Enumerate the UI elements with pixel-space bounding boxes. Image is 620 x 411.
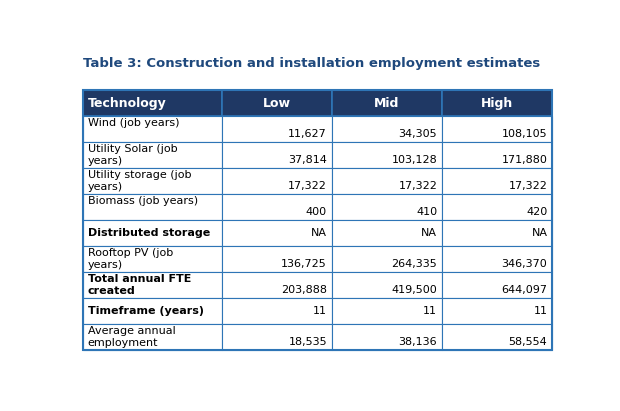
Bar bbox=[332, 142, 442, 169]
Bar bbox=[221, 324, 332, 350]
Text: NA: NA bbox=[421, 228, 437, 238]
Bar bbox=[332, 324, 442, 350]
Text: Total annual FTE
created: Total annual FTE created bbox=[87, 274, 191, 296]
Text: 58,554: 58,554 bbox=[508, 337, 547, 347]
Bar bbox=[442, 142, 552, 169]
Bar bbox=[221, 142, 332, 169]
Text: 38,136: 38,136 bbox=[399, 337, 437, 347]
Text: Technology: Technology bbox=[88, 97, 167, 110]
Text: 644,097: 644,097 bbox=[502, 285, 547, 295]
Text: 18,535: 18,535 bbox=[288, 337, 327, 347]
Text: 11: 11 bbox=[533, 306, 547, 316]
Text: 11: 11 bbox=[313, 306, 327, 316]
Text: 103,128: 103,128 bbox=[391, 155, 437, 165]
Bar bbox=[221, 194, 332, 220]
Bar bbox=[83, 169, 221, 194]
Bar bbox=[332, 272, 442, 298]
Text: 17,322: 17,322 bbox=[288, 181, 327, 191]
Text: Timeframe (years): Timeframe (years) bbox=[87, 306, 203, 316]
Text: 37,814: 37,814 bbox=[288, 155, 327, 165]
Text: 419,500: 419,500 bbox=[391, 285, 437, 295]
Bar bbox=[332, 194, 442, 220]
Bar bbox=[83, 90, 552, 350]
Text: Mid: Mid bbox=[374, 97, 400, 110]
Text: 11,627: 11,627 bbox=[288, 129, 327, 139]
Bar bbox=[83, 324, 221, 350]
Bar bbox=[83, 272, 221, 298]
Text: 11: 11 bbox=[423, 306, 437, 316]
Text: Low: Low bbox=[263, 97, 291, 110]
Text: 17,322: 17,322 bbox=[398, 181, 437, 191]
Bar bbox=[442, 324, 552, 350]
Text: 171,880: 171,880 bbox=[502, 155, 547, 165]
Bar bbox=[442, 272, 552, 298]
Text: 400: 400 bbox=[306, 207, 327, 217]
Bar bbox=[221, 220, 332, 246]
Bar bbox=[221, 272, 332, 298]
Text: Table 3: Construction and installation employment estimates: Table 3: Construction and installation e… bbox=[83, 57, 541, 70]
Bar bbox=[83, 116, 221, 142]
Text: Wind (job years): Wind (job years) bbox=[87, 118, 179, 128]
Bar bbox=[442, 169, 552, 194]
Text: 420: 420 bbox=[526, 207, 547, 217]
Text: 136,725: 136,725 bbox=[281, 259, 327, 269]
Bar bbox=[332, 169, 442, 194]
Bar bbox=[442, 220, 552, 246]
Text: NA: NA bbox=[531, 228, 547, 238]
Bar bbox=[221, 116, 332, 142]
Text: Distributed storage: Distributed storage bbox=[87, 228, 210, 238]
Bar bbox=[332, 246, 442, 272]
Bar bbox=[442, 298, 552, 324]
Text: 346,370: 346,370 bbox=[502, 259, 547, 269]
Text: 264,335: 264,335 bbox=[391, 259, 437, 269]
Bar bbox=[83, 194, 221, 220]
Text: Average annual
employment: Average annual employment bbox=[87, 326, 175, 348]
Bar bbox=[83, 298, 221, 324]
Text: 108,105: 108,105 bbox=[502, 129, 547, 139]
Bar bbox=[442, 90, 552, 116]
Bar bbox=[221, 298, 332, 324]
Bar bbox=[442, 116, 552, 142]
Text: NA: NA bbox=[311, 228, 327, 238]
Text: Utility Solar (job
years): Utility Solar (job years) bbox=[87, 144, 177, 166]
Bar bbox=[332, 90, 442, 116]
Bar bbox=[83, 142, 221, 169]
Text: High: High bbox=[481, 97, 513, 110]
Bar bbox=[221, 90, 332, 116]
Bar bbox=[442, 194, 552, 220]
Text: 34,305: 34,305 bbox=[399, 129, 437, 139]
Bar bbox=[332, 220, 442, 246]
Bar bbox=[83, 90, 221, 116]
Bar bbox=[332, 116, 442, 142]
Text: 410: 410 bbox=[416, 207, 437, 217]
Bar bbox=[221, 246, 332, 272]
Bar bbox=[221, 169, 332, 194]
Bar bbox=[332, 298, 442, 324]
Text: 203,888: 203,888 bbox=[281, 285, 327, 295]
Text: Utility storage (job
years): Utility storage (job years) bbox=[87, 170, 191, 192]
Text: Rooftop PV (job
years): Rooftop PV (job years) bbox=[87, 248, 173, 270]
Text: Biomass (job years): Biomass (job years) bbox=[87, 196, 198, 206]
Bar bbox=[83, 246, 221, 272]
Text: 17,322: 17,322 bbox=[508, 181, 547, 191]
Bar bbox=[83, 220, 221, 246]
Bar bbox=[442, 246, 552, 272]
